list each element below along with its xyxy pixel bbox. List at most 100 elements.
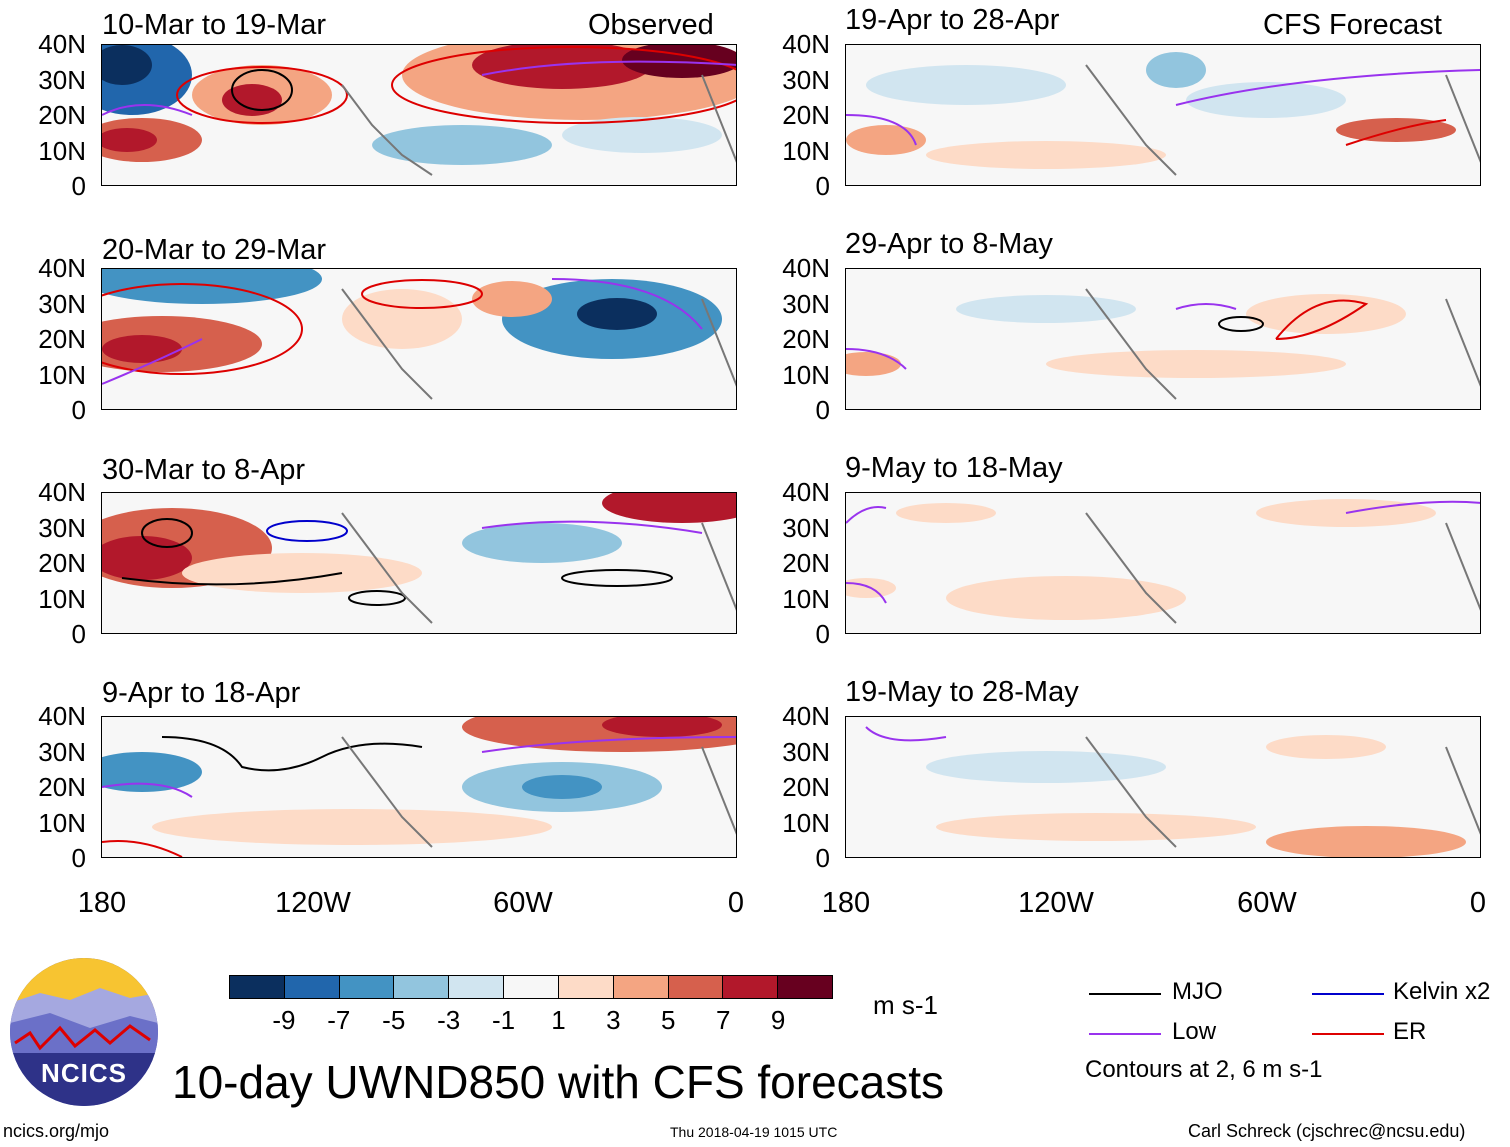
observed-label: Observed xyxy=(588,9,714,41)
lat-label-fc-3-3: 10N xyxy=(782,583,830,614)
lat-label-obs-2-1: 30N xyxy=(38,288,86,319)
colorbar-swatch xyxy=(558,976,614,998)
lat-label-obs-3-3: 10N xyxy=(38,583,86,614)
map-panel-obs-2 xyxy=(101,268,737,410)
panel-title-fc-4: 19-May to 28-May xyxy=(845,676,1079,708)
lon-label-right-60w: 60W xyxy=(1237,887,1297,919)
lat-label-obs-3-0: 40N xyxy=(38,477,86,507)
legend-line-kelvin xyxy=(1312,993,1384,995)
lat-label-obs-1-0: 40N xyxy=(38,29,86,59)
lat-label-fc-1-3: 10N xyxy=(782,135,830,166)
legend-label-mjo: MJO xyxy=(1172,978,1223,1005)
colorbar-tick-label: -9 xyxy=(272,1005,296,1035)
lon-label-right-180: 180 xyxy=(821,887,871,919)
legend-label-low: Low xyxy=(1172,1018,1217,1045)
panel-title-obs-4: 9-Apr to 18-Apr xyxy=(102,677,301,709)
lon-label-left-60w: 60W xyxy=(493,887,553,919)
lat-label-fc-2-4: 0 xyxy=(815,395,830,425)
ncics-logo: NCICS xyxy=(10,958,158,1106)
lat-label-obs-3-2: 20N xyxy=(38,548,86,578)
lat-label-fc-2-3: 10N xyxy=(782,359,830,390)
colorbar-swatch xyxy=(284,976,340,998)
panel-title-obs-2: 20-Mar to 29-Mar xyxy=(102,234,327,266)
chart-title: 10-day UWND850 with CFS forecasts xyxy=(172,1056,945,1108)
lat-label-fc-1-4: 0 xyxy=(815,171,830,201)
colorbar-swatch xyxy=(449,976,505,998)
lat-label-obs-2-3: 10N xyxy=(38,359,86,390)
lat-label-fc-4-2: 20N xyxy=(782,772,830,802)
lat-label-obs-1-1: 30N xyxy=(38,64,86,95)
colorbar-swatch xyxy=(613,976,669,998)
legend-line-mjo xyxy=(1089,993,1161,995)
lon-label-right-0: 0 xyxy=(1469,887,1487,919)
lon-label-left-180: 180 xyxy=(77,887,127,919)
panel-title-obs-1: 10-Mar to 19-Mar xyxy=(102,9,327,41)
colorbar-swatch xyxy=(230,976,285,998)
colorbar-tick-label: -7 xyxy=(327,1005,351,1035)
lat-label-obs-4-4: 0 xyxy=(71,843,86,873)
legend-label-er: ER xyxy=(1393,1018,1427,1045)
lat-label-obs-4-2: 20N xyxy=(38,772,86,802)
lat-label-obs-1-4: 0 xyxy=(71,171,86,201)
colorbar-tick-label: 3 xyxy=(606,1005,621,1035)
lat-label-obs-3-4: 0 xyxy=(71,619,86,649)
lat-label-obs-4-3: 10N xyxy=(38,807,86,838)
legend-label-kelvin: Kelvin x2 xyxy=(1393,978,1491,1005)
lat-label-fc-2-1: 30N xyxy=(782,288,830,319)
map-panel-obs-4 xyxy=(101,716,737,858)
panel-title-fc-3: 9-May to 18-May xyxy=(845,452,1063,484)
lat-label-obs-1-3: 10N xyxy=(38,135,86,166)
map-panel-fc-2 xyxy=(845,268,1481,410)
lat-label-fc-4-0: 40N xyxy=(782,701,830,731)
footer-timestamp: Thu 2018-04-19 1015 UTC xyxy=(670,1124,838,1140)
colorbar-tick-label: -3 xyxy=(437,1005,461,1035)
lat-label-fc-4-3: 10N xyxy=(782,807,830,838)
lat-label-fc-1-2: 20N xyxy=(782,100,830,130)
lat-label-fc-1-0: 40N xyxy=(782,29,830,59)
colorbar-swatch xyxy=(778,976,832,998)
footer-credit: Carl Schreck (cjschrec@ncsu.edu) xyxy=(1188,1121,1466,1141)
lat-label-fc-3-0: 40N xyxy=(782,477,830,507)
colorbar-swatch xyxy=(339,976,395,998)
lat-label-fc-4-1: 30N xyxy=(782,736,830,767)
lat-label-obs-4-1: 30N xyxy=(38,736,86,767)
lat-label-obs-1-2: 20N xyxy=(38,100,86,130)
lat-label-obs-2-4: 0 xyxy=(71,395,86,425)
lat-label-obs-4-0: 40N xyxy=(38,701,86,731)
map-panel-obs-1 xyxy=(101,44,737,186)
footer-link[interactable]: ncics.org/mjo xyxy=(3,1121,110,1141)
colorbar-swatch xyxy=(504,976,559,998)
colorbar-swatch xyxy=(723,976,779,998)
lat-label-fc-2-2: 20N xyxy=(782,324,830,354)
legend-contours-note: Contours at 2, 6 m s-1 xyxy=(1085,1056,1323,1083)
logo-text: NCICS xyxy=(41,1058,127,1088)
lon-label-left-120w: 120W xyxy=(275,887,351,919)
lat-label-fc-3-2: 20N xyxy=(782,548,830,578)
panel-title-fc-1: 19-Apr to 28-Apr xyxy=(845,4,1060,36)
map-panel-fc-3 xyxy=(845,492,1481,634)
forecast-label: CFS Forecast xyxy=(1263,9,1442,41)
lon-label-left-0: 0 xyxy=(727,887,745,919)
map-panel-fc-1 xyxy=(845,44,1481,186)
lat-label-fc-3-1: 30N xyxy=(782,512,830,543)
lat-label-fc-4-4: 0 xyxy=(815,843,830,873)
colorbar-tick-label: 9 xyxy=(770,1005,786,1035)
colorbar-tick-label: 1 xyxy=(551,1005,566,1035)
lat-label-obs-2-2: 20N xyxy=(38,324,86,354)
lat-label-fc-1-1: 30N xyxy=(782,64,830,95)
legend-line-er xyxy=(1312,1033,1384,1035)
colorbar-tick-label: -5 xyxy=(382,1005,406,1035)
colorbar-tick-label: -1 xyxy=(491,1005,516,1035)
panel-title-obs-3: 30-Mar to 8-Apr xyxy=(102,454,306,486)
colorbar-swatch xyxy=(394,976,450,998)
lat-label-fc-2-0: 40N xyxy=(782,253,830,283)
legend-line-low xyxy=(1089,1033,1161,1035)
lat-label-obs-2-0: 40N xyxy=(38,253,86,283)
colorbar-tick-label: 5 xyxy=(661,1005,676,1035)
colorbar-swatch xyxy=(668,976,724,998)
lat-label-obs-3-1: 30N xyxy=(38,512,86,543)
map-panel-obs-3 xyxy=(101,492,737,634)
lon-label-right-120w: 120W xyxy=(1018,887,1094,919)
colorbar-tick-label: 7 xyxy=(715,1005,731,1035)
colorbar-units: m s-1 xyxy=(873,990,938,1020)
